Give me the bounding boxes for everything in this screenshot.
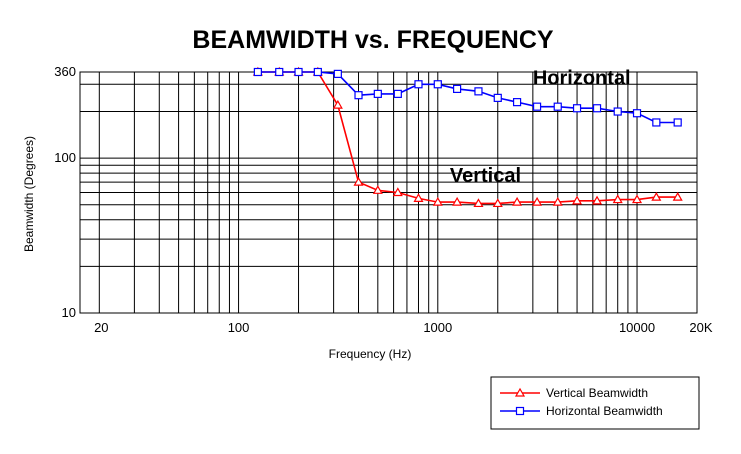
axis-ticks: 20 100 1000 10000 20K 10 100 360 (54, 64, 713, 335)
data-point (452, 196, 463, 206)
data-point (552, 196, 563, 206)
series-horizontal-beamwidth (253, 67, 682, 127)
data-point (673, 118, 682, 127)
data-point (474, 87, 483, 96)
data-point (313, 67, 322, 77)
data-point (432, 196, 443, 206)
data-point (372, 185, 383, 194)
data-point (294, 67, 303, 77)
series-line (257, 71, 678, 205)
data-point (373, 89, 382, 98)
data-point (514, 387, 526, 397)
data-point (493, 93, 502, 102)
series (252, 66, 683, 208)
data-point (592, 195, 603, 205)
legend: Vertical Beamwidth Horizontal Beamwidth (490, 376, 700, 430)
x-tick-label: 100 (228, 320, 250, 335)
data-point (492, 198, 503, 208)
annotations: Horizontal Vertical (450, 67, 631, 187)
annotation-label: Vertical (450, 165, 521, 187)
data-point (353, 176, 364, 186)
x-axis-label: Frequency (Hz) (329, 347, 412, 361)
data-point (414, 80, 423, 89)
data-point (512, 98, 522, 107)
data-point (613, 107, 622, 116)
x-tick-label: 20 (94, 320, 108, 335)
data-point (532, 102, 542, 111)
data-point (253, 67, 262, 77)
data-point (332, 99, 343, 109)
data-point (572, 195, 583, 205)
data-point (354, 91, 363, 100)
y-tick-label: 100 (54, 150, 76, 165)
y-tick-label: 10 (62, 305, 76, 320)
data-point (612, 194, 623, 204)
data-point (592, 104, 602, 113)
data-point (453, 84, 462, 94)
data-point (433, 80, 442, 89)
y-tick-label: 360 (54, 64, 76, 79)
x-tick-label: 10000 (619, 320, 655, 335)
data-point (413, 193, 424, 202)
data-point (651, 191, 662, 201)
data-point (532, 196, 543, 206)
chart-title: BEAMWIDTH vs. FREQUENCY (192, 26, 553, 54)
data-point (553, 102, 562, 111)
data-point (631, 194, 643, 204)
data-point (392, 187, 403, 197)
annotation-label: Horizontal (533, 67, 631, 89)
data-point (672, 191, 683, 201)
grid (80, 71, 697, 314)
data-point (515, 406, 525, 416)
plot-frame (79, 71, 698, 314)
y-axis-label: Beamwidth (Degrees) (22, 136, 36, 252)
legend-label: Vertical Beamwidth (546, 386, 648, 400)
data-point (393, 89, 402, 98)
series-line (257, 71, 678, 124)
legend-box (490, 376, 700, 430)
data-point (473, 198, 484, 208)
legend-label: Horizontal Beamwidth (546, 404, 663, 418)
x-tick-label: 20K (689, 320, 712, 335)
data-point (333, 69, 342, 78)
data-point (632, 109, 642, 118)
x-tick-label: 1000 (423, 320, 452, 335)
data-point (275, 67, 284, 77)
data-point (652, 118, 661, 127)
data-point (572, 104, 582, 113)
data-point (512, 196, 523, 206)
